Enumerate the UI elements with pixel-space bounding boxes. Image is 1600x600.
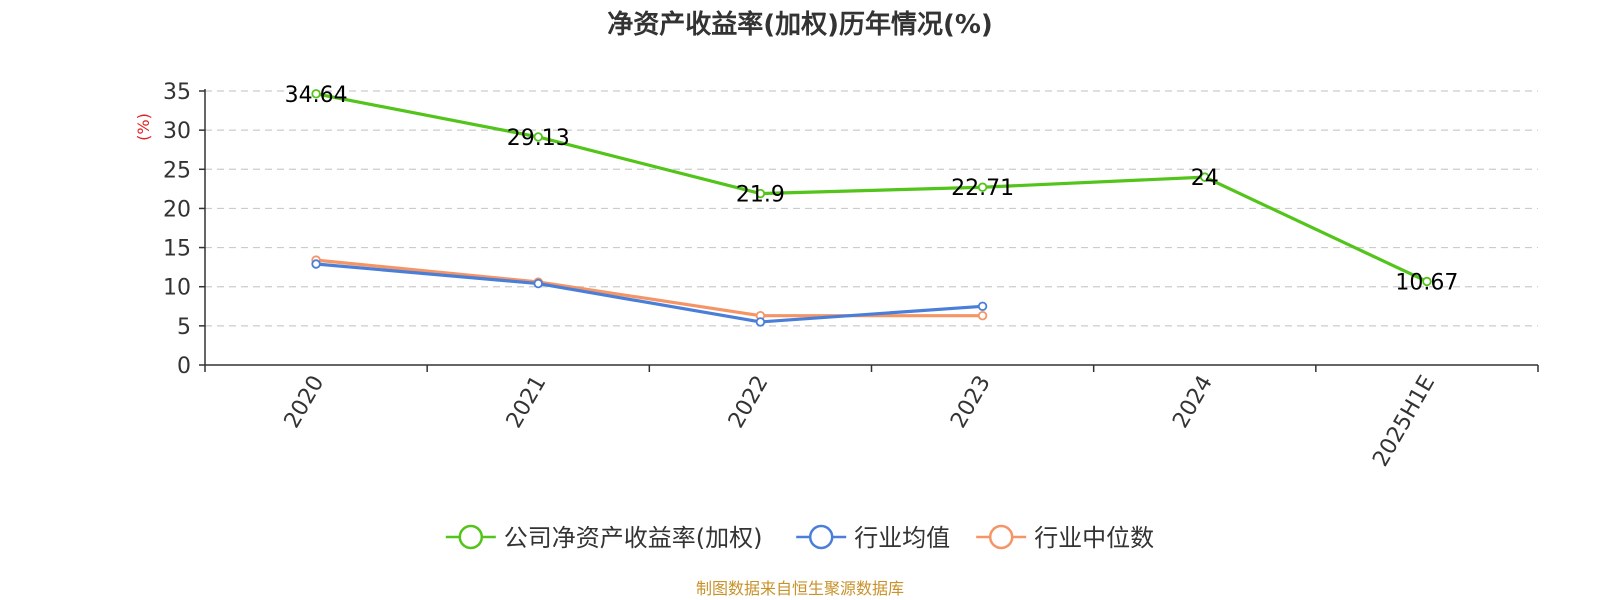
y-axis-label: (%) xyxy=(134,113,153,141)
data-label: 29.13 xyxy=(507,126,570,151)
data-point xyxy=(1200,172,1210,182)
data-labels: 34.64 29.13 21.9 22.71 24 10.67 xyxy=(285,83,1459,296)
legend-label: 行业中位数 xyxy=(1034,524,1154,552)
x-tick-label: 2024 xyxy=(1168,372,1218,433)
series-line xyxy=(315,92,1428,283)
y-tick-label: 0 xyxy=(177,354,191,379)
data-label: 21.9 xyxy=(736,183,785,208)
y-tick-label: 35 xyxy=(163,80,191,105)
data-label: 24 xyxy=(1191,166,1219,191)
series-layer xyxy=(311,89,1432,327)
data-label: 22.71 xyxy=(951,176,1014,201)
x-tick-label: 2022 xyxy=(724,372,774,433)
series-line xyxy=(315,262,983,324)
x-tick-label: 2023 xyxy=(946,372,996,433)
data-point xyxy=(533,278,543,289)
legend-circle-icon xyxy=(808,524,834,550)
legend: 公司净资产收益率(加权) 行业均值 行业中位数 xyxy=(445,524,1154,552)
legend-item[interactable]: 行业中位数 xyxy=(976,524,1154,552)
x-tick-label: 2021 xyxy=(502,372,552,433)
y-tick-label: 25 xyxy=(163,158,191,183)
x-tick-label: 2020 xyxy=(280,372,330,433)
y-tick-label: 30 xyxy=(163,119,191,144)
legend-circle-icon xyxy=(988,524,1014,550)
legend-label: 行业均值 xyxy=(854,524,950,552)
data-point xyxy=(311,89,321,99)
data-label: 34.64 xyxy=(285,83,348,108)
data-point xyxy=(977,310,988,321)
data-point xyxy=(755,188,766,199)
data-label: 10.67 xyxy=(1395,270,1458,295)
data-point xyxy=(311,259,321,269)
y-tick-label: 20 xyxy=(163,197,191,222)
legend-label: 公司净资产收益率(加权) xyxy=(504,524,763,552)
data-point xyxy=(977,301,988,311)
y-tick-label: 15 xyxy=(163,237,191,262)
y-tick-label: 5 xyxy=(177,315,191,340)
source-note: 制图数据来自恒生聚源数据库 xyxy=(696,579,904,598)
legend-circle-icon xyxy=(458,524,484,550)
legend-item[interactable]: 公司净资产收益率(加权) xyxy=(445,524,763,552)
series-line xyxy=(315,258,983,318)
chart-title: 净资产收益率(加权)历年情况(%) xyxy=(607,9,993,40)
data-point xyxy=(533,132,543,142)
legend-item[interactable]: 行业均值 xyxy=(796,524,950,552)
axes: 0 5 10 15 20 25 30 35 2020 2021 2022 2023 2024 2025H1… xyxy=(163,80,1539,471)
data-point xyxy=(977,182,988,192)
data-point xyxy=(755,317,766,327)
grid-lines xyxy=(205,90,1538,327)
data-point xyxy=(1422,276,1432,287)
y-tick-label: 10 xyxy=(163,276,191,301)
x-tick-label: 2025H1E xyxy=(1368,372,1440,471)
